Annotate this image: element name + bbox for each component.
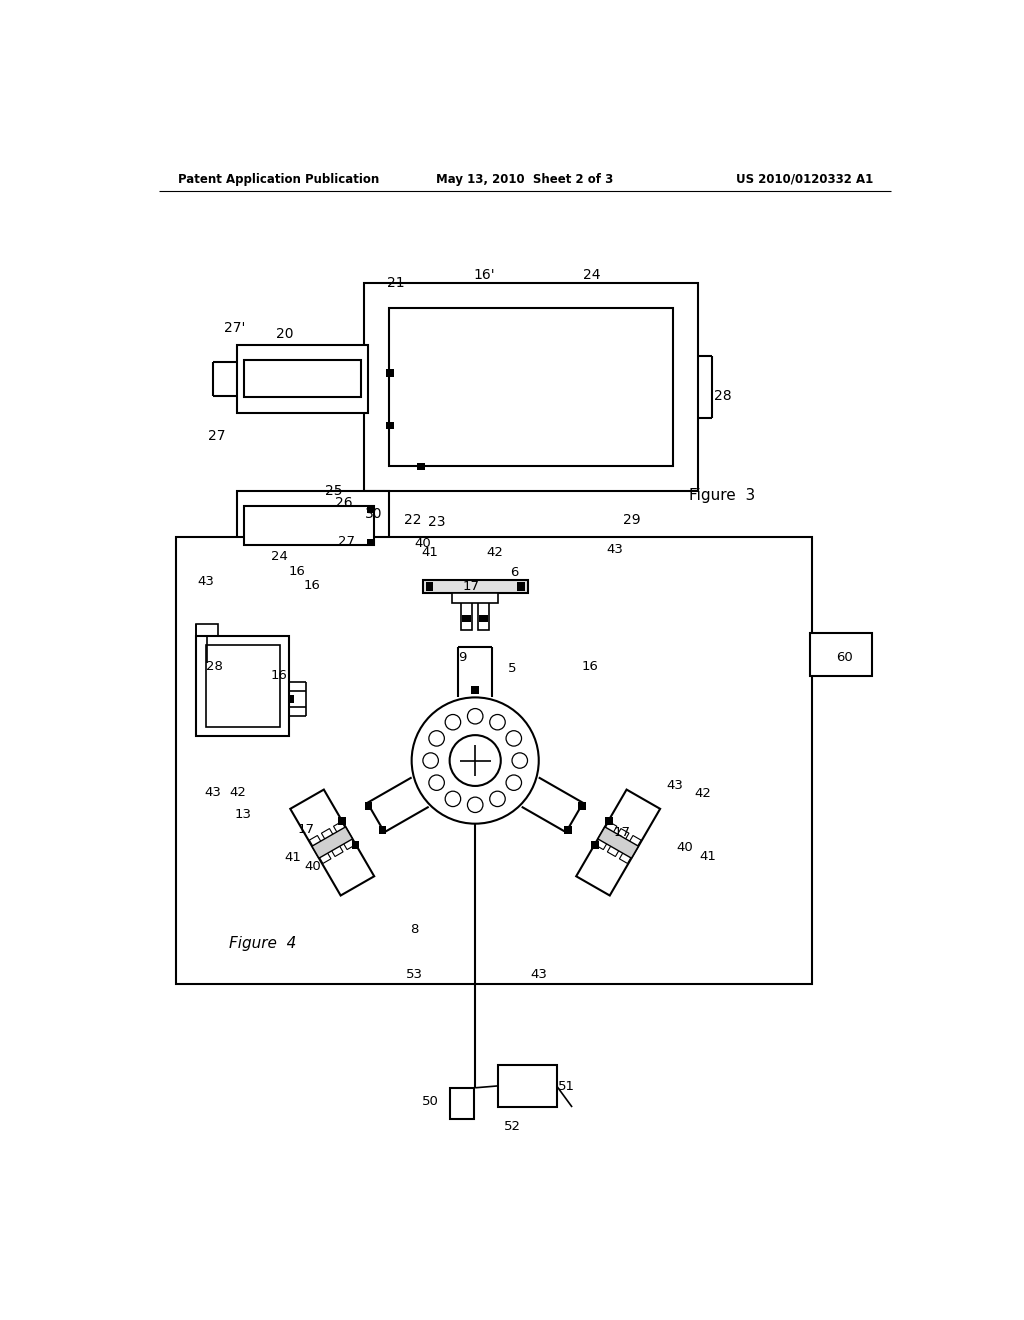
Bar bbox=[322, 829, 343, 857]
Bar bbox=[176, 537, 812, 983]
Text: 13: 13 bbox=[234, 808, 251, 821]
Text: 40: 40 bbox=[304, 861, 321, 874]
Text: Figure  4: Figure 4 bbox=[228, 936, 296, 952]
Text: 53: 53 bbox=[407, 968, 423, 981]
Bar bbox=[386, 370, 394, 378]
Bar bbox=[499, 1065, 557, 1107]
Bar bbox=[312, 826, 352, 858]
Text: 9: 9 bbox=[459, 651, 467, 664]
Text: 28: 28 bbox=[715, 388, 732, 403]
Bar bbox=[461, 597, 472, 630]
Bar bbox=[206, 645, 280, 726]
Bar bbox=[452, 593, 499, 603]
Text: 42: 42 bbox=[229, 785, 247, 799]
Text: 27: 27 bbox=[208, 429, 226, 442]
Bar bbox=[237, 491, 389, 561]
Bar bbox=[417, 462, 425, 470]
Text: 41: 41 bbox=[699, 850, 716, 863]
Text: 43: 43 bbox=[606, 543, 624, 556]
Text: 27': 27' bbox=[224, 321, 246, 335]
Bar bbox=[620, 836, 641, 863]
Text: 16': 16' bbox=[474, 268, 496, 282]
Bar bbox=[368, 506, 375, 512]
Text: 17: 17 bbox=[298, 824, 314, 837]
Text: 20: 20 bbox=[275, 327, 293, 341]
Text: 16: 16 bbox=[582, 660, 598, 673]
Bar bbox=[607, 829, 629, 857]
Text: 25: 25 bbox=[326, 484, 343, 498]
Text: 51: 51 bbox=[558, 1080, 575, 1093]
Text: 40: 40 bbox=[676, 841, 693, 854]
Bar bbox=[288, 696, 294, 702]
Text: 42: 42 bbox=[486, 546, 503, 560]
Bar bbox=[245, 507, 374, 545]
Bar bbox=[245, 360, 360, 397]
Text: 5: 5 bbox=[508, 661, 517, 675]
Text: 6: 6 bbox=[510, 566, 518, 579]
Bar bbox=[197, 636, 289, 737]
Bar bbox=[451, 1088, 474, 1118]
Text: 24: 24 bbox=[583, 268, 600, 282]
Text: 40: 40 bbox=[414, 537, 431, 550]
Text: 42: 42 bbox=[694, 787, 712, 800]
Bar bbox=[810, 634, 872, 676]
Text: 43: 43 bbox=[666, 779, 683, 792]
Text: 60: 60 bbox=[837, 651, 853, 664]
Text: 43: 43 bbox=[205, 785, 221, 799]
Text: 24: 24 bbox=[270, 550, 288, 564]
Text: 28: 28 bbox=[207, 660, 223, 673]
Polygon shape bbox=[420, 697, 530, 792]
Text: 16: 16 bbox=[289, 565, 305, 578]
Bar bbox=[517, 582, 524, 591]
Bar bbox=[197, 624, 218, 663]
Text: 50: 50 bbox=[422, 1096, 438, 1109]
Text: 21: 21 bbox=[387, 276, 404, 290]
Text: 22: 22 bbox=[404, 513, 422, 527]
Bar bbox=[564, 826, 571, 834]
Bar bbox=[334, 821, 355, 850]
Text: 52: 52 bbox=[504, 1119, 521, 1133]
Text: 29: 29 bbox=[623, 513, 641, 527]
Bar bbox=[352, 841, 359, 849]
Bar bbox=[290, 789, 374, 895]
Text: 16: 16 bbox=[270, 669, 288, 682]
Bar bbox=[578, 801, 586, 809]
Bar bbox=[386, 422, 394, 429]
Text: 17: 17 bbox=[614, 825, 631, 838]
Text: 8: 8 bbox=[411, 924, 419, 936]
Text: 41: 41 bbox=[422, 546, 438, 560]
Text: 17: 17 bbox=[463, 579, 480, 593]
Text: 23: 23 bbox=[428, 515, 445, 529]
Text: Figure  3: Figure 3 bbox=[689, 488, 756, 503]
Bar bbox=[365, 801, 373, 809]
Bar bbox=[598, 826, 638, 858]
Bar bbox=[309, 836, 331, 863]
Bar bbox=[338, 817, 345, 825]
Text: 27: 27 bbox=[338, 536, 355, 548]
Text: US 2010/0120332 A1: US 2010/0120332 A1 bbox=[736, 173, 873, 186]
Bar bbox=[479, 615, 488, 622]
Bar bbox=[595, 821, 616, 850]
Bar bbox=[605, 817, 612, 825]
Text: 41: 41 bbox=[285, 851, 301, 865]
Bar bbox=[379, 826, 386, 834]
Bar bbox=[237, 345, 369, 412]
Bar bbox=[462, 615, 471, 622]
Text: Patent Application Publication: Patent Application Publication bbox=[178, 173, 380, 186]
Text: 43: 43 bbox=[530, 968, 547, 981]
Bar bbox=[423, 579, 528, 594]
Bar bbox=[471, 686, 479, 693]
Bar bbox=[591, 841, 599, 849]
Text: May 13, 2010  Sheet 2 of 3: May 13, 2010 Sheet 2 of 3 bbox=[436, 173, 613, 186]
Bar bbox=[426, 582, 433, 591]
Bar bbox=[368, 539, 375, 546]
Bar bbox=[389, 308, 673, 466]
Bar bbox=[577, 789, 660, 895]
Bar bbox=[365, 284, 697, 491]
Text: 16: 16 bbox=[304, 579, 321, 593]
Text: 30: 30 bbox=[365, 507, 382, 521]
Text: 43: 43 bbox=[197, 576, 214, 589]
Text: 26: 26 bbox=[335, 496, 352, 511]
Bar bbox=[478, 597, 489, 630]
